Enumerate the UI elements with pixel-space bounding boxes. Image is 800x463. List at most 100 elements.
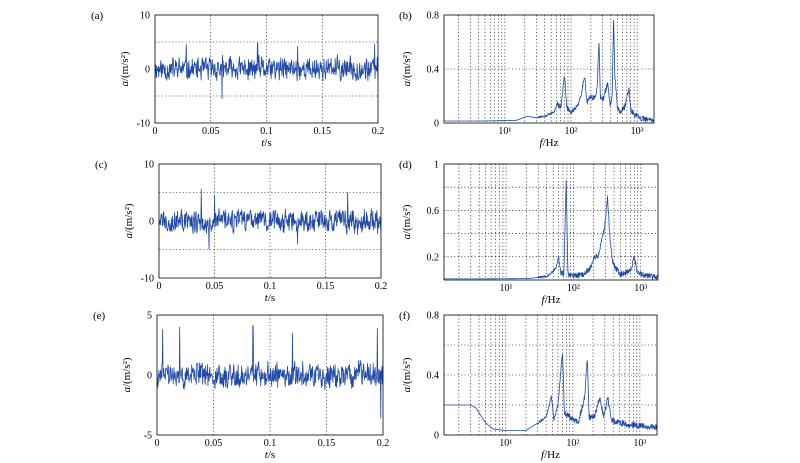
y-tick-label: 0.8	[427, 311, 440, 322]
x-axis-variable: f	[541, 449, 546, 461]
series-line	[155, 42, 378, 100]
chart-panel-d: 10¹ 10² 10³ 0.2 0.6 1 (d) f/Hz a/(m/s²)	[399, 159, 659, 306]
y-axis-label: a/(m/s²)	[401, 357, 413, 392]
plot-frame	[443, 163, 659, 281]
x-tick-label: 0.05	[202, 126, 220, 137]
y-axis-unit: /(m/s²)	[401, 357, 413, 387]
y-tick-label: 0.8	[427, 11, 440, 22]
x-axis-unit: /Hz	[544, 449, 560, 461]
y-axis-variable: a	[119, 81, 131, 87]
y-axis-label: a/(m/s²)	[123, 203, 135, 238]
x-tick-label: 0.05	[206, 281, 224, 292]
panel-label: (e)	[93, 310, 106, 322]
gridlines	[155, 15, 378, 123]
gridlines	[444, 315, 657, 435]
x-tick-label: 0	[153, 126, 158, 137]
y-axis-variable: a	[401, 81, 413, 87]
x-axis-unit: /s	[268, 449, 275, 461]
y-tick-label: 0	[149, 217, 154, 228]
x-tick-label: 0.1	[264, 438, 277, 449]
x-axis-variable: t	[265, 449, 269, 461]
y-tick-label: 10	[144, 160, 154, 171]
x-tick-label: 0.2	[375, 281, 388, 292]
plot-frame	[158, 163, 382, 279]
y-axis-variable: a	[121, 387, 133, 393]
y-tick-label: 0.4	[427, 65, 440, 76]
panel-label: (b)	[399, 10, 412, 22]
y-tick-label: 0	[434, 119, 439, 130]
x-axis-label: t/s	[265, 292, 275, 304]
y-axis-unit: /(m/s²)	[401, 204, 413, 234]
y-axis-variable: a	[401, 387, 413, 393]
x-tick-label: 10¹	[499, 438, 512, 449]
x-tick-label: 10²	[565, 126, 578, 137]
panel-label: (c)	[95, 159, 108, 171]
y-axis-label: a/(m/s²)	[401, 204, 413, 239]
y-tick-label: 0	[145, 65, 150, 76]
chart-panel-e: 0 0.05 0.1 0.15 0.2-505(e)t/sa/(m/s²)	[93, 310, 389, 461]
x-tick-label: 10²	[567, 283, 580, 294]
plot-frame	[443, 314, 658, 436]
x-tick-label: 0.2	[372, 126, 385, 137]
y-tick-label: -5	[144, 431, 152, 442]
panel-label: (d)	[399, 159, 412, 171]
gridlines	[444, 164, 658, 280]
plot-frame	[156, 314, 384, 436]
x-axis-label: t/s	[265, 449, 275, 461]
x-axis-label: f/Hz	[542, 294, 561, 306]
y-axis-unit: /(m/s²)	[121, 357, 133, 387]
x-tick-label: 0.2	[377, 438, 390, 449]
y-tick-label: 0.2	[427, 252, 440, 263]
y-tick-label: 5	[147, 311, 152, 322]
x-tick-label: 0.1	[264, 281, 277, 292]
series-line	[444, 180, 658, 280]
x-axis-label: t/s	[261, 137, 271, 149]
x-tick-label: 10¹	[500, 283, 513, 294]
y-tick-label: 0	[147, 371, 152, 382]
y-tick-label: 0.6	[427, 206, 440, 217]
x-tick-label: 10³	[633, 438, 646, 449]
x-tick-label: 10³	[634, 283, 647, 294]
x-tick-label: 0.05	[205, 438, 223, 449]
plot-frame	[443, 14, 655, 124]
x-axis-unit: /Hz	[545, 294, 561, 306]
x-axis-unit: /s	[268, 292, 275, 304]
x-tick-label: 0.15	[317, 281, 335, 292]
y-axis-label: a/(m/s²)	[119, 51, 131, 86]
chart-panel-b: 10¹ 10² 10³ 0 0.4 0.8 (b) f/Hz a/(m/s²)	[399, 10, 655, 149]
x-axis-label: f/Hz	[541, 449, 560, 461]
x-tick-label: 10²	[566, 438, 579, 449]
x-axis-variable: t	[261, 137, 265, 149]
y-axis-label: a/(m/s²)	[401, 51, 413, 86]
y-axis-label: a/(m/s²)	[121, 357, 133, 392]
series-line	[157, 325, 383, 419]
x-axis-variable: f	[542, 294, 547, 306]
gridlines	[444, 15, 654, 123]
y-tick-label: -10	[137, 119, 150, 130]
x-axis-variable: t	[265, 292, 269, 304]
chart-panel-f: 10¹ 10² 10³ 0 0.4 0.8 (f) f/Hz a/(m/s²)	[399, 310, 658, 461]
y-tick-label: 1	[434, 160, 439, 171]
x-tick-label: 0.1	[260, 126, 273, 137]
y-axis-variable: a	[123, 233, 135, 239]
x-tick-label: 10¹	[498, 126, 511, 137]
plot-frame	[154, 14, 379, 124]
y-tick-label: 0.4	[427, 371, 440, 382]
y-axis-unit: /(m/s²)	[123, 203, 135, 233]
x-axis-unit: /Hz	[543, 137, 559, 149]
x-tick-label: 10³	[631, 126, 644, 137]
x-axis-label: f/Hz	[540, 137, 559, 149]
series-line	[444, 19, 654, 123]
series-line	[159, 188, 381, 250]
y-axis-unit: /(m/s²)	[119, 51, 131, 81]
x-tick-label: 0.15	[318, 438, 336, 449]
panel-label: (f)	[399, 310, 410, 322]
x-axis-variable: f	[540, 137, 545, 149]
x-axis-unit: /s	[264, 137, 271, 149]
y-tick-label: 10	[140, 11, 150, 22]
y-axis-variable: a	[401, 234, 413, 240]
panel-label: (a)	[91, 10, 104, 22]
y-tick-label: 0	[434, 431, 439, 442]
